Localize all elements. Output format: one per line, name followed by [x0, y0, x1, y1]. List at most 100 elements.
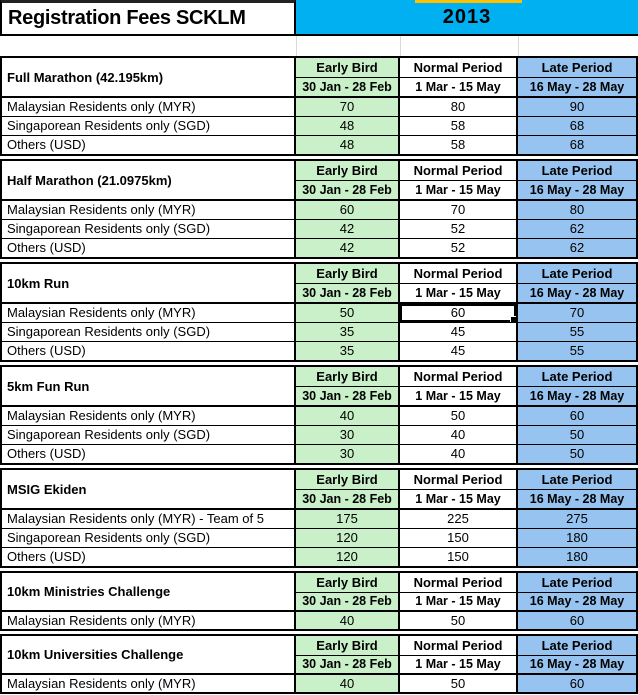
fee-cell[interactable]: 60 [516, 405, 636, 425]
col-dates-late-period[interactable]: 16 May - 28 May [516, 489, 636, 509]
fee-cell[interactable]: 150 [398, 546, 516, 566]
section-name-cell[interactable]: Half Marathon (21.0975km) [7, 172, 172, 188]
fee-cell[interactable]: 150 [398, 527, 516, 547]
fee-cell[interactable]: 42 [294, 218, 398, 238]
fee-cell[interactable]: 45 [398, 340, 516, 360]
fee-cell[interactable]: 52 [398, 237, 516, 257]
row-label-cell[interactable]: Singaporean Residents only (SGD) [2, 527, 294, 547]
col-header-late-period[interactable]: Late Period [516, 470, 636, 490]
section-name-cell[interactable]: Full Marathon (42.195km) [7, 69, 164, 85]
fee-cell[interactable]: 58 [398, 115, 516, 135]
row-label-cell[interactable]: Others (USD) [2, 340, 294, 360]
section-name-cell[interactable]: 5km Fun Run [7, 378, 90, 394]
col-dates-normal-period[interactable]: 1 Mar - 15 May [398, 77, 516, 97]
fee-cell[interactable]: 70 [516, 302, 636, 322]
col-header-normal-period[interactable]: Normal Period [398, 161, 516, 181]
col-header-early-bird[interactable]: Early Bird [294, 636, 398, 655]
col-dates-late-period[interactable]: 16 May - 28 May [516, 386, 636, 406]
fee-cell[interactable]: 30 [294, 424, 398, 444]
fee-cell[interactable]: 55 [516, 340, 636, 360]
fee-cell[interactable]: 62 [516, 218, 636, 238]
row-label-cell[interactable]: Others (USD) [2, 443, 294, 463]
fee-cell[interactable]: 50 [398, 673, 516, 692]
row-label-cell[interactable]: Singaporean Residents only (SGD) [2, 115, 294, 135]
col-header-late-period[interactable]: Late Period [516, 636, 636, 655]
col-header-late-period[interactable]: Late Period [516, 161, 636, 181]
col-header-early-bird[interactable]: Early Bird [294, 367, 398, 387]
fee-cell[interactable]: 50 [516, 443, 636, 463]
sheet-title-cell[interactable]: Registration Fees SCKLM [0, 0, 296, 36]
col-dates-early-bird[interactable]: 30 Jan - 28 Feb [294, 77, 398, 97]
section-name-cell[interactable]: MSIG Ekiden [7, 481, 87, 497]
fee-cell[interactable]: 48 [294, 115, 398, 135]
col-dates-normal-period[interactable]: 1 Mar - 15 May [398, 591, 516, 611]
row-label-cell[interactable]: Malaysian Residents only (MYR) [2, 302, 294, 321]
row-label-cell[interactable]: Malaysian Residents only (MYR) - Team of… [2, 508, 294, 527]
fee-cell[interactable]: 40 [294, 405, 398, 425]
col-dates-early-bird[interactable]: 30 Jan - 28 Feb [294, 180, 398, 200]
section-name-cell[interactable]: 10km Ministries Challenge [7, 584, 171, 600]
col-dates-normal-period[interactable]: 1 Mar - 15 May [398, 283, 516, 303]
fee-cell[interactable]: 35 [294, 321, 398, 341]
col-dates-late-period[interactable]: 16 May - 28 May [516, 591, 636, 611]
row-label-cell[interactable]: Singaporean Residents only (SGD) [2, 321, 294, 341]
fee-cell[interactable]: 35 [294, 340, 398, 360]
col-dates-normal-period[interactable]: 1 Mar - 15 May [398, 180, 516, 200]
fee-cell[interactable]: 40 [398, 443, 516, 463]
fee-cell[interactable]: 40 [294, 610, 398, 629]
col-header-late-period[interactable]: Late Period [516, 58, 636, 78]
col-header-early-bird[interactable]: Early Bird [294, 573, 398, 592]
fee-cell[interactable]: 175 [294, 508, 398, 528]
row-label-cell[interactable]: Others (USD) [2, 237, 294, 257]
fee-cell[interactable]: 42 [294, 237, 398, 257]
col-header-normal-period[interactable]: Normal Period [398, 636, 516, 655]
col-dates-early-bird[interactable]: 30 Jan - 28 Feb [294, 591, 398, 611]
fee-cell[interactable]: 275 [516, 508, 636, 528]
fee-cell[interactable]: 180 [516, 527, 636, 547]
fee-cell[interactable]: 68 [516, 134, 636, 154]
col-header-normal-period[interactable]: Normal Period [398, 470, 516, 490]
col-dates-late-period[interactable]: 16 May - 28 May [516, 180, 636, 200]
fee-cell[interactable]: 40 [294, 673, 398, 692]
col-header-normal-period[interactable]: Normal Period [398, 58, 516, 78]
col-dates-late-period[interactable]: 16 May - 28 May [516, 654, 636, 674]
col-header-normal-period[interactable]: Normal Period [398, 264, 516, 284]
col-dates-early-bird[interactable]: 30 Jan - 28 Feb [294, 489, 398, 509]
fee-cell[interactable]: 68 [516, 115, 636, 135]
col-header-early-bird[interactable]: Early Bird [294, 58, 398, 78]
col-header-early-bird[interactable]: Early Bird [294, 264, 398, 284]
col-dates-late-period[interactable]: 16 May - 28 May [516, 283, 636, 303]
fee-cell[interactable]: 90 [516, 96, 636, 116]
col-header-late-period[interactable]: Late Period [516, 573, 636, 592]
fee-cell[interactable]: 120 [294, 527, 398, 547]
col-dates-late-period[interactable]: 16 May - 28 May [516, 77, 636, 97]
col-dates-normal-period[interactable]: 1 Mar - 15 May [398, 654, 516, 674]
col-header-normal-period[interactable]: Normal Period [398, 367, 516, 387]
fee-cell[interactable]: 50 [398, 405, 516, 425]
fee-cell[interactable]: 60 [516, 673, 636, 692]
row-label-cell[interactable]: Malaysian Residents only (MYR) [2, 96, 294, 115]
fee-cell[interactable]: 80 [398, 96, 516, 116]
row-label-cell[interactable]: Malaysian Residents only (MYR) [2, 673, 294, 692]
col-header-early-bird[interactable]: Early Bird [294, 161, 398, 181]
col-dates-early-bird[interactable]: 30 Jan - 28 Feb [294, 386, 398, 406]
row-label-cell[interactable]: Others (USD) [2, 134, 294, 154]
row-label-cell[interactable]: Malaysian Residents only (MYR) [2, 199, 294, 218]
fee-cell[interactable]: 180 [516, 546, 636, 566]
row-label-cell[interactable]: Singaporean Residents only (SGD) [2, 218, 294, 238]
col-header-late-period[interactable]: Late Period [516, 264, 636, 284]
col-header-early-bird[interactable]: Early Bird [294, 470, 398, 490]
fee-cell[interactable]: 60 [516, 610, 636, 629]
row-label-cell[interactable]: Malaysian Residents only (MYR) [2, 405, 294, 424]
fee-cell[interactable]: 70 [294, 96, 398, 116]
section-name-cell[interactable]: 10km Run [7, 275, 70, 291]
col-dates-normal-period[interactable]: 1 Mar - 15 May [398, 386, 516, 406]
fee-cell[interactable]: 30 [294, 443, 398, 463]
section-name-cell[interactable]: 10km Universities Challenge [7, 647, 184, 663]
fee-cell[interactable]: 80 [516, 199, 636, 219]
col-dates-early-bird[interactable]: 30 Jan - 28 Feb [294, 283, 398, 303]
fee-cell[interactable]: 45 [398, 321, 516, 341]
row-label-cell[interactable]: Others (USD) [2, 546, 294, 566]
fee-cell[interactable]: 58 [398, 134, 516, 154]
fee-cell[interactable]: 50 [398, 610, 516, 629]
